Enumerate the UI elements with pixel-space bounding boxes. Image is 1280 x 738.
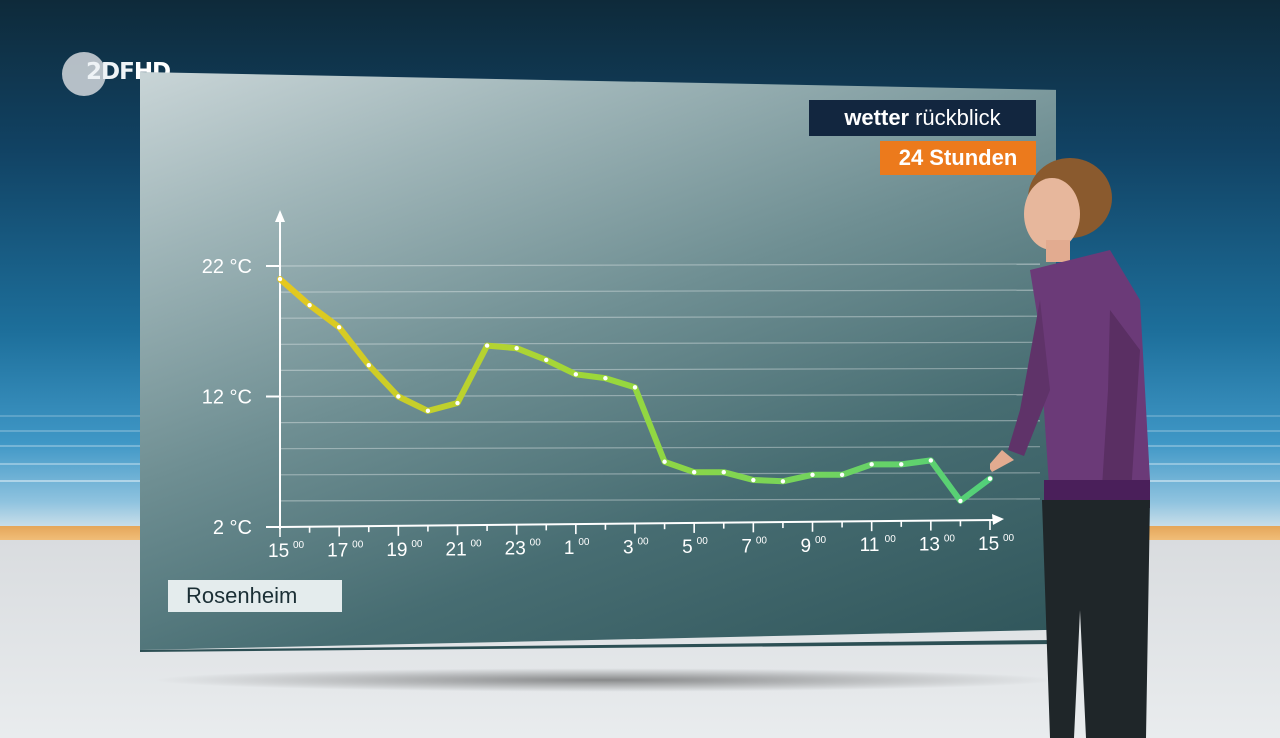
data-point <box>869 462 874 467</box>
data-point <box>721 469 726 475</box>
presenter-neck <box>1046 240 1070 262</box>
x-tick-superscript: 00 <box>293 540 305 551</box>
brand-bold: wetter <box>844 105 910 130</box>
presenter-figure <box>990 158 1150 738</box>
x-tick-superscript: 00 <box>578 537 590 548</box>
grid-line <box>279 498 1041 502</box>
broadcaster-logo: 2DFHD <box>62 52 171 96</box>
grid-line <box>279 289 1041 293</box>
y-axis-arrow <box>275 210 285 222</box>
presenter-face <box>1024 178 1080 250</box>
x-tick-superscript: 00 <box>530 538 542 549</box>
data-point <box>632 385 638 390</box>
logo-circle-icon <box>62 52 106 96</box>
x-tick-label: 3 <box>623 538 634 559</box>
data-point <box>691 469 697 475</box>
x-tick-label: 15 <box>268 541 289 562</box>
x-tick-label: 7 <box>741 536 752 557</box>
y-tick-label: 22 °C <box>202 256 252 278</box>
x-tick-superscript: 00 <box>944 534 956 545</box>
data-point <box>396 394 401 399</box>
data-point <box>366 362 371 368</box>
period-badge: 24 Stunden <box>880 141 1036 175</box>
data-point <box>958 498 963 504</box>
grid-line <box>279 393 1041 398</box>
y-tick-label: 2 °C <box>213 517 252 539</box>
x-tick-superscript: 00 <box>756 535 768 546</box>
x-tick-superscript: 00 <box>1003 533 1015 544</box>
data-point <box>484 343 490 348</box>
data-point <box>455 400 460 406</box>
data-point <box>603 376 608 381</box>
x-tick-label: 9 <box>801 536 812 557</box>
presenter-arm-right <box>1100 310 1140 520</box>
temperature-series <box>277 276 993 504</box>
data-point <box>425 408 431 414</box>
x-tick-label: 5 <box>682 537 693 558</box>
x-axis-arrow <box>992 514 1004 525</box>
x-tick-superscript: 00 <box>697 536 709 547</box>
grid-line <box>279 420 1041 424</box>
data-point <box>899 462 904 467</box>
data-point <box>277 276 283 282</box>
grid-line <box>279 341 1041 345</box>
location-label: Rosenheim <box>168 580 342 612</box>
x-tick-label: 19 <box>386 540 407 561</box>
data-point <box>810 472 815 477</box>
x-tick-superscript: 00 <box>638 537 650 548</box>
data-point <box>307 302 312 308</box>
grid-line <box>279 472 1041 476</box>
x-tick-label: 17 <box>327 540 348 561</box>
x-axis <box>279 519 997 528</box>
chart-grid <box>279 263 1041 502</box>
data-point <box>987 476 993 481</box>
data-point <box>662 459 667 464</box>
program-brand: wetter rückblick <box>809 100 1036 136</box>
data-point <box>544 357 549 363</box>
data-point <box>780 479 786 484</box>
x-tick-label: 23 <box>505 539 526 560</box>
logo-name: 2DF <box>86 59 135 85</box>
grid-line <box>279 367 1041 371</box>
presenter-hand <box>990 450 1014 472</box>
presenter-arm-left <box>1008 300 1050 456</box>
data-point <box>751 477 756 483</box>
data-point <box>573 372 579 377</box>
board-shadow <box>150 668 1060 692</box>
x-tick-labels: 15 00 17 00 19 00 21 00 23 00 1 00 3 00 5 00 7 00 9 00 11 00 1… <box>268 520 1015 562</box>
presenter-trousers <box>1042 500 1150 738</box>
y-tick-labels: 2 °C 12 °C 22 °C <box>202 256 280 539</box>
x-tick-label: 21 <box>446 539 467 560</box>
y-tick-label: 12 °C <box>202 387 252 409</box>
x-tick-superscript: 00 <box>885 534 897 545</box>
x-tick-superscript: 00 <box>352 539 364 550</box>
x-tick-superscript: 00 <box>471 538 483 549</box>
data-point <box>336 325 342 330</box>
x-tick-label: 13 <box>919 535 940 556</box>
temperature-line <box>277 276 993 504</box>
grid-line <box>279 263 1041 267</box>
x-tick-superscript: 00 <box>815 535 827 546</box>
x-tick-label: 1 <box>564 538 575 559</box>
x-tick-superscript: 00 <box>411 539 423 550</box>
brand-regular: rückblick <box>915 105 1001 130</box>
data-point <box>839 472 845 477</box>
x-tick-label: 15 <box>978 534 999 555</box>
x-tick-label: 11 <box>860 535 880 556</box>
data-point <box>928 458 934 463</box>
grid-line <box>279 315 1041 319</box>
data-point <box>514 346 519 351</box>
